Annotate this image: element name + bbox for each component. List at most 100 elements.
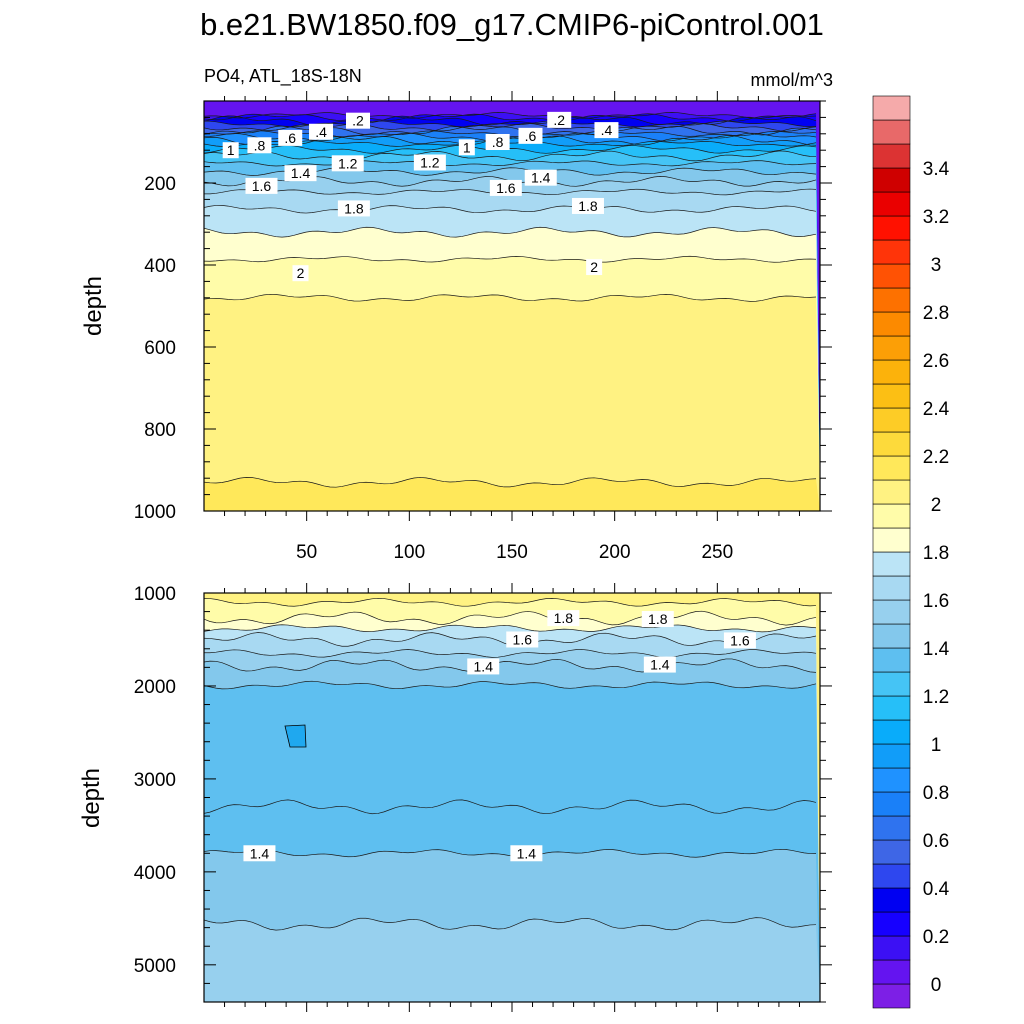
contour-label-bg [292, 265, 309, 282]
contour-label-bg [723, 632, 756, 649]
colorbar-swatch [872, 719, 911, 745]
contour-label-text: 1.8 [554, 610, 574, 626]
contour-label-text: .4 [315, 124, 327, 140]
colorbar-swatch [872, 839, 911, 865]
colorbar-swatch [872, 311, 911, 337]
contour-line [204, 120, 817, 128]
contour-label: .4 [594, 122, 619, 139]
y-tick-label: 400 [144, 256, 176, 277]
contour-label-text: 1.8 [578, 198, 598, 214]
contour-label: 2 [292, 265, 309, 282]
y-tick-label: 600 [144, 338, 176, 359]
colorbar-tick-label: 0.4 [923, 879, 950, 900]
colorbar-swatch [872, 143, 911, 169]
contour-label-text: .4 [601, 122, 613, 138]
contour-label-bg [571, 197, 604, 214]
contour-label-text: 1.6 [252, 178, 272, 194]
contour-line [204, 150, 817, 162]
y-tick-label: 200 [144, 174, 176, 195]
contour-label: .2 [547, 111, 572, 128]
colorbar-swatch [872, 119, 911, 145]
contour-label-bg [485, 134, 510, 150]
contour-label-text: 2 [590, 259, 598, 275]
contour-label-bg [547, 610, 580, 627]
band-fill [204, 477, 820, 511]
y-tick-label: 2000 [134, 677, 176, 698]
contour-line [204, 658, 817, 673]
colorbar-tick-label: 3.4 [923, 159, 950, 180]
colorbar-swatch [872, 575, 911, 601]
contour-label: 1.8 [337, 200, 370, 217]
contour-line [204, 122, 817, 132]
contour-label-bg [506, 631, 539, 648]
colorbar-swatch [872, 767, 911, 793]
chart-title: b.e21.BW1850.f09_g17.CMIP6-piControl.001 [200, 7, 824, 42]
contour-label-text: .8 [492, 134, 504, 150]
contour-line [204, 113, 817, 122]
contour-line [204, 255, 817, 263]
colorbar-swatch [872, 671, 911, 697]
band-fill [204, 917, 820, 1002]
contour-label: .8 [485, 134, 510, 150]
contour-label-bg [245, 177, 278, 194]
y-tick-label: 4000 [134, 863, 176, 884]
colorbar-tick-label: 1.2 [923, 687, 949, 708]
closed-contour [284, 724, 307, 748]
colorbar-tick-label: 1.8 [923, 543, 949, 564]
colorbar-swatch [872, 623, 911, 649]
contour-fill-group: 1.8 1.8 1.6 1.6 1.4 1.4 1.4 1.4 [204, 593, 820, 1002]
contour-label-bg [247, 137, 272, 154]
contour-label-text: 1.4 [531, 170, 551, 186]
y-tick-label: 3000 [134, 770, 176, 791]
colorbar-tick-label: 2 [931, 495, 942, 516]
contour-label-bg [278, 129, 303, 146]
contour-line [204, 624, 817, 633]
contour-label-bg [594, 122, 619, 139]
contour-label-bg [641, 611, 674, 628]
contour-line [204, 145, 817, 154]
contour-label-bg [413, 154, 446, 171]
contour-line [204, 649, 817, 658]
contour-label: 1.2 [413, 154, 446, 171]
contour-label-bg [331, 155, 364, 172]
colorbar-swatch [872, 647, 911, 673]
contour-label: .6 [518, 127, 543, 144]
colorbar-swatch [872, 359, 911, 385]
contour-line [204, 597, 817, 607]
y-tick-label: 800 [144, 420, 176, 441]
colorbar-swatch [872, 959, 911, 985]
contour-label: 1 [458, 139, 475, 156]
contour-line [204, 160, 817, 167]
contour-label-bg [467, 658, 500, 675]
colorbar-swatch [872, 815, 911, 841]
contour-line [204, 610, 817, 626]
colorbar-swatch [872, 743, 911, 769]
x-tick-label: 50 [296, 542, 317, 563]
contour-label: 1.4 [510, 845, 543, 862]
colorbar-tick-label: 2.2 [923, 447, 949, 468]
contour-label-bg [518, 127, 543, 144]
colorbar-swatch [872, 863, 911, 889]
y-tick-label: 5000 [134, 956, 176, 977]
contour-label-text: 1.6 [513, 631, 533, 647]
y-tick-label: 1000 [134, 584, 176, 605]
colorbar-tick-label: 2.6 [923, 351, 949, 372]
contour-fill-group: .2 .4 .6 .8 1 1.2 1.4 1.6 1.8 2 .2 .4 .6 .8 1 1.2 1.4 1.6… [204, 101, 820, 511]
contour-label-text: .2 [553, 112, 565, 128]
x-tick-label: 250 [701, 542, 733, 563]
contour-line [204, 848, 817, 858]
contour-line [204, 477, 817, 488]
upper-panel: PO4, ATL_18S-18N mmol/m^3 depth .2 .4 .6 .8… [80, 66, 833, 563]
contour-line [204, 130, 817, 138]
contour-label: 1.6 [489, 179, 522, 196]
colorbar-swatch [872, 455, 911, 481]
contour-label: 1.4 [524, 169, 557, 186]
colorbar-tick-label: 1 [931, 735, 942, 756]
contour-label: 1.4 [243, 845, 276, 862]
contour-line [204, 293, 817, 302]
contour-label-text: 2 [297, 265, 305, 281]
contour-label-bg [643, 656, 676, 673]
colorbar-tick-label: 0.6 [923, 831, 949, 852]
colorbar-swatch [872, 239, 911, 265]
